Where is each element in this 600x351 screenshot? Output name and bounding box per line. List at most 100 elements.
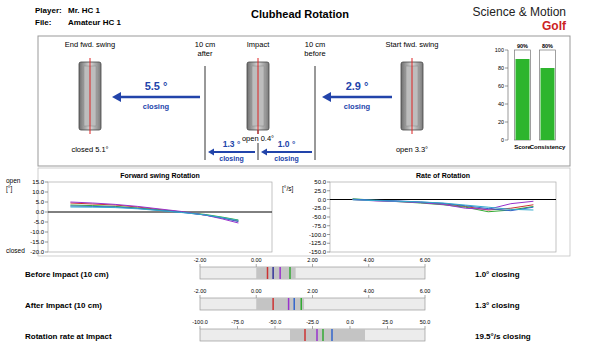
tick-label: -10.0 — [30, 229, 44, 235]
marker — [288, 298, 290, 310]
tick — [327, 234, 330, 235]
tick — [505, 140, 508, 141]
tick — [45, 232, 48, 233]
arrow-head — [322, 92, 331, 102]
putter — [401, 58, 423, 134]
tick-label: 60 — [498, 83, 504, 89]
marker — [316, 329, 318, 341]
tick-label: -150.0 — [309, 249, 327, 255]
tick-label: 6.00 — [420, 288, 431, 294]
stage-label: Impact — [247, 40, 270, 49]
tick-label: -2.00 — [194, 288, 207, 294]
tick-label: 50.0 — [314, 179, 326, 185]
tick-label: 4.00 — [363, 257, 374, 263]
tick — [505, 104, 508, 105]
tick — [368, 295, 369, 298]
stage-label: after — [197, 49, 213, 58]
series-group — [70, 202, 238, 223]
arrow-text: closing — [274, 155, 299, 163]
tick-label: -25.0 — [306, 319, 319, 325]
tick-label: -15.0 — [30, 239, 44, 245]
tick-label: 80 — [498, 65, 504, 71]
tick-label: 15.0 — [32, 179, 44, 185]
arrow-value: 1.3 ° — [223, 139, 241, 149]
arrow-shaft — [330, 96, 392, 99]
plot-frame — [330, 182, 556, 252]
series-line — [70, 207, 238, 220]
tick — [45, 182, 48, 183]
tick — [275, 326, 276, 329]
arrow-head — [261, 149, 267, 156]
range-frame — [200, 298, 425, 310]
tick — [237, 326, 238, 329]
tick — [200, 295, 201, 298]
stage-state: closed 5.1° — [71, 145, 108, 154]
marker — [304, 329, 306, 341]
annotation: open — [6, 177, 21, 185]
tick — [327, 182, 330, 183]
stage-label: End fwd. swing — [65, 40, 115, 49]
tick — [350, 326, 351, 329]
tick-label: -20.0 — [30, 249, 44, 255]
tick-label: 6.00 — [420, 257, 431, 263]
series-line — [353, 199, 534, 211]
putter — [247, 58, 269, 134]
tick — [200, 326, 201, 329]
tick — [45, 212, 48, 213]
arrow-head — [112, 92, 121, 102]
band — [256, 267, 295, 279]
tick — [505, 122, 508, 123]
tick — [45, 242, 48, 243]
marker — [279, 267, 281, 279]
tick-label: 0.00 — [251, 288, 262, 294]
tick-label: 100 — [495, 47, 504, 53]
tick-label: 0.0 — [36, 209, 45, 215]
tick-label: 25.0 — [382, 319, 393, 325]
tick — [45, 222, 48, 223]
zero-axis — [48, 212, 272, 213]
stage-label: 10 cm — [305, 40, 325, 49]
charts-frame — [38, 168, 570, 256]
tick — [327, 225, 330, 226]
arrow-value: 5.5 ° — [145, 80, 168, 92]
bars — [515, 50, 556, 140]
stage-label: before — [304, 49, 325, 58]
series-line — [353, 200, 534, 211]
bar — [541, 68, 555, 140]
category-label: Consistency — [530, 144, 566, 150]
axis — [508, 50, 509, 140]
bar-frame — [540, 50, 556, 140]
arrow-value: 1.0 ° — [278, 139, 296, 149]
stage-label: 10 cm — [195, 40, 215, 49]
arrow-shaft — [266, 151, 312, 153]
tick-label: 50.0 — [420, 319, 431, 325]
tick-label: -5.0 — [34, 219, 45, 225]
tick-label: 2.00 — [307, 288, 318, 294]
series-line — [70, 202, 238, 223]
summary: 1.0° closing — [475, 270, 520, 279]
tick — [327, 190, 330, 191]
tick-label: -50.0 — [269, 319, 282, 325]
player-label: Player: — [35, 6, 62, 15]
tick — [327, 217, 330, 218]
tick — [256, 264, 257, 267]
tick-label: 2.00 — [307, 257, 318, 263]
tick — [45, 192, 48, 193]
series-line — [70, 205, 238, 220]
tick-label: 4.00 — [363, 288, 374, 294]
arrow-text: closing — [219, 155, 244, 163]
file-label: File: — [35, 18, 51, 27]
putter-reference — [90, 58, 91, 134]
arrow-text: closing — [344, 102, 371, 111]
stage-line — [315, 66, 316, 160]
tick — [368, 264, 369, 267]
series-line — [353, 200, 534, 210]
tick-label: -75.0 — [312, 223, 326, 229]
row-title: After Impact (10 cm) — [25, 301, 102, 310]
marker — [301, 298, 303, 310]
title: Clubhead Rotation — [251, 8, 349, 20]
tick-label: -75.0 — [231, 319, 244, 325]
marker — [331, 329, 333, 341]
tick-label: 0.0 — [346, 319, 354, 325]
chart-title: Rate of Rotation — [416, 172, 470, 179]
